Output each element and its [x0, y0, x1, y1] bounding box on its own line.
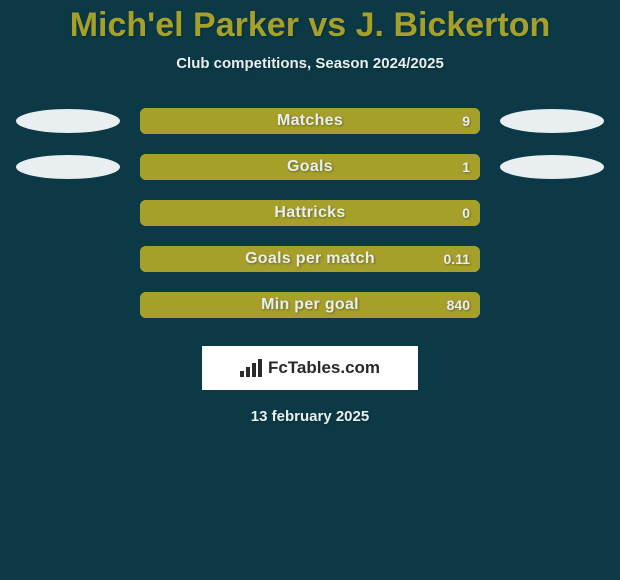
stat-row: Goals1 — [0, 154, 620, 180]
page-title: Mich'el Parker vs J. Bickerton — [0, 0, 620, 45]
stat-row: Min per goal840 — [0, 292, 620, 318]
left-ellipse — [16, 155, 120, 179]
stat-track: Matches9 — [140, 108, 480, 134]
right-ellipse — [500, 109, 604, 133]
stat-row: Hattricks0 — [0, 200, 620, 226]
stat-label: Goals per match — [140, 246, 480, 272]
footer-date: 13 february 2025 — [0, 408, 620, 425]
left-ellipse — [16, 109, 120, 133]
stat-value-right: 9 — [462, 108, 470, 134]
right-ellipse — [500, 155, 604, 179]
bars-icon — [240, 359, 262, 377]
stat-label: Goals — [140, 154, 480, 180]
stat-track: Min per goal840 — [140, 292, 480, 318]
stat-label: Matches — [140, 108, 480, 134]
title-player-right: J. Bickerton — [356, 6, 551, 44]
stat-value-right: 0.11 — [444, 246, 470, 272]
stats-container: Matches9Goals1Hattricks0Goals per match0… — [0, 108, 620, 318]
stat-value-right: 0 — [462, 200, 470, 226]
stat-value-right: 840 — [447, 292, 470, 318]
stat-row: Goals per match0.11 — [0, 246, 620, 272]
brand-text: FcTables.com — [268, 358, 380, 378]
stat-track: Goals1 — [140, 154, 480, 180]
title-player-left: Mich'el Parker — [70, 6, 299, 44]
stat-value-right: 1 — [462, 154, 470, 180]
brand-badge: FcTables.com — [202, 346, 418, 390]
stat-label: Hattricks — [140, 200, 480, 226]
stat-track: Goals per match0.11 — [140, 246, 480, 272]
subtitle: Club competitions, Season 2024/2025 — [0, 55, 620, 72]
title-vs: vs — [299, 6, 356, 44]
stat-track: Hattricks0 — [140, 200, 480, 226]
stat-row: Matches9 — [0, 108, 620, 134]
comparison-infographic: Mich'el Parker vs J. Bickerton Club comp… — [0, 0, 620, 580]
stat-label: Min per goal — [140, 292, 480, 318]
